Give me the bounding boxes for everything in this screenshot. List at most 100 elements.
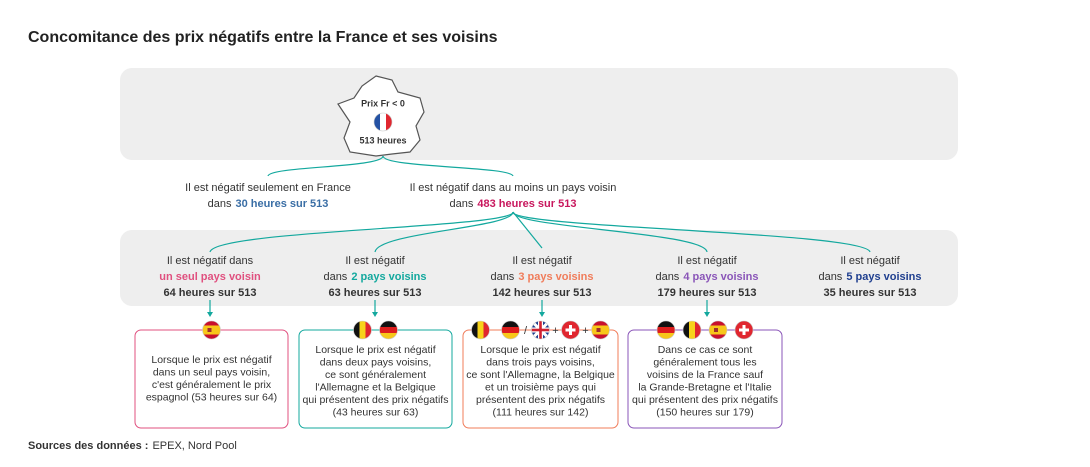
group-prefix: dans xyxy=(323,271,347,283)
flag-fr xyxy=(374,113,392,131)
source: Sources des données : EPEX, Nord Pool xyxy=(28,440,237,452)
flag-part xyxy=(379,333,398,339)
detail-line: c'est généralement le prix xyxy=(152,379,272,391)
flag-separator: + xyxy=(582,325,588,337)
group-prefix: dans xyxy=(818,271,842,283)
group-line: Il est négatif xyxy=(345,255,405,267)
flag-part xyxy=(353,321,360,339)
group-highlight: un seul pays voisin xyxy=(159,271,261,283)
group-hours: 142 heures sur 513 xyxy=(492,287,591,299)
group-count: un seul pays voisin xyxy=(159,271,261,283)
flag-part xyxy=(657,321,675,328)
flag-part xyxy=(379,327,398,334)
flag-part xyxy=(483,321,490,339)
flag-part xyxy=(714,328,718,332)
group-line: Il est négatif xyxy=(512,255,572,267)
flag-part xyxy=(501,327,520,334)
flag-part xyxy=(501,333,520,339)
branch-hours: dans 483 heures sur 513 xyxy=(450,198,577,210)
flag-es xyxy=(202,321,221,339)
flag-part xyxy=(359,321,366,339)
detail-line: l'Allemagne et la Belgique xyxy=(315,381,436,393)
flag-separator: / xyxy=(524,325,528,337)
flag-es xyxy=(709,321,727,339)
flag-be xyxy=(353,321,372,339)
flag-part xyxy=(379,321,398,328)
flag-part xyxy=(207,328,212,332)
branch-line: Il est négatif dans au moins un pays voi… xyxy=(410,182,617,194)
group-hours: 179 heures sur 513 xyxy=(657,287,756,299)
flag-outline xyxy=(682,320,702,340)
flag-part xyxy=(657,327,675,334)
detail-line: (150 heures sur 179) xyxy=(656,406,753,418)
branch-highlight: 483 heures sur 513 xyxy=(477,198,576,210)
flag-part xyxy=(695,321,701,339)
group-prefix: dans xyxy=(655,271,679,283)
flag-part xyxy=(739,328,749,332)
detail-box xyxy=(298,329,453,429)
connectors xyxy=(209,155,871,253)
flag-outline xyxy=(531,320,550,340)
detail-line: Lorsque le prix est négatif xyxy=(315,344,435,356)
branch-hours: dans 30 heures sur 513 xyxy=(208,198,329,210)
flag-outline xyxy=(202,320,221,340)
detail-line: Lorsque le prix est négatif xyxy=(480,344,600,356)
groups-panel xyxy=(120,230,958,306)
flag-part xyxy=(380,113,387,131)
flag-outline xyxy=(734,320,754,340)
detail-line: espagnol (53 heures sur 64) xyxy=(146,391,277,403)
source-text: EPEX, Nord Pool xyxy=(152,440,236,452)
group-line: Il est négatif xyxy=(840,255,900,267)
flag-outline xyxy=(656,320,676,340)
group-prefix: dans xyxy=(490,271,514,283)
flag-outline xyxy=(353,320,372,340)
detail-line: qui présentent des prix négatifs xyxy=(632,394,778,406)
flag-separator: + xyxy=(552,325,558,337)
source-label: Sources des données : xyxy=(28,440,148,452)
flag-outline xyxy=(561,320,580,340)
detail-line: (111 heures sur 142) xyxy=(493,406,589,418)
detail-line: dans un seul pays voisin, xyxy=(153,366,270,378)
flag-part xyxy=(386,113,392,131)
flag-part xyxy=(374,113,381,131)
group-count: dans 2 pays voisins xyxy=(323,271,426,283)
group-hours: 63 heures sur 513 xyxy=(329,287,422,299)
flag-part xyxy=(683,321,690,339)
group-count: dans 4 pays voisins xyxy=(655,271,758,283)
detail-line: et un troisième pays qui xyxy=(485,381,596,393)
flag-de xyxy=(501,321,520,339)
arrow-head xyxy=(207,312,213,317)
group-hours: 35 heures sur 513 xyxy=(824,287,917,299)
detail-line: ce sont l'Allemagne, la Belgique xyxy=(466,369,615,381)
detail-line: (43 heures sur 63) xyxy=(333,406,419,418)
group-count: dans 3 pays voisins xyxy=(490,271,593,283)
detail-line: la Grande-Bretagne et l'Italie xyxy=(638,381,771,393)
branch-prefix: dans xyxy=(450,198,474,210)
flag-ch xyxy=(561,321,580,339)
detail-line: voisins de la France sauf xyxy=(647,369,763,381)
detail-line: Lorsque le prix est négatif xyxy=(151,354,271,366)
group-highlight: 5 pays voisins xyxy=(846,271,921,283)
flag-part xyxy=(477,321,484,339)
group-highlight: 4 pays voisins xyxy=(683,271,758,283)
group-line: Il est négatif xyxy=(677,255,737,267)
group-count: dans 5 pays voisins xyxy=(818,271,921,283)
arrow-head xyxy=(539,312,545,317)
france-hours: 513 heures xyxy=(359,135,406,145)
flag-outline xyxy=(471,320,490,340)
detail-line: ce sont généralement xyxy=(325,369,426,381)
detail-line: Dans ce cas ce sont xyxy=(658,344,753,356)
flag-part xyxy=(657,333,675,339)
flag-part xyxy=(501,321,520,328)
flag-de xyxy=(657,321,675,339)
branch-prefix: dans xyxy=(208,198,232,210)
arrow-head xyxy=(704,312,710,317)
top-panel xyxy=(120,68,958,160)
flag-outline xyxy=(379,320,398,340)
flag-outline xyxy=(501,320,520,340)
branch-line: Il est négatif seulement en France xyxy=(185,182,351,194)
flag-be xyxy=(683,321,701,339)
branch-highlight: 30 heures sur 513 xyxy=(235,198,328,210)
